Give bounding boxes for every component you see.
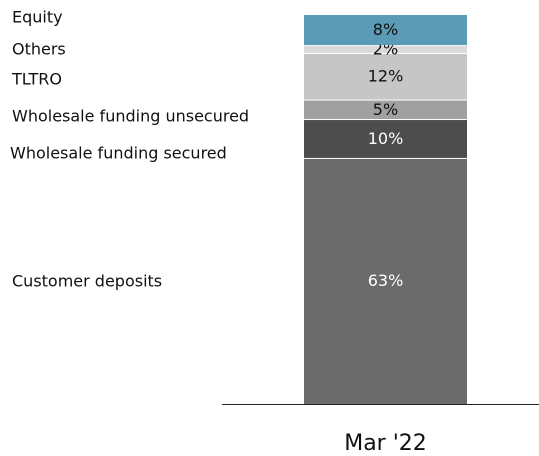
bar-segment (304, 46, 467, 53)
bar-segment (304, 120, 467, 158)
legend-label: Others (12, 40, 66, 59)
data-label: 12% (368, 67, 404, 86)
bar-segment (304, 53, 467, 100)
legend-label: Wholesale funding secured (10, 144, 227, 163)
data-label: 10% (368, 129, 404, 148)
bar-segment (304, 15, 467, 46)
bar-segment (304, 100, 467, 120)
legend-label: TLTRO (11, 70, 62, 89)
data-label: 5% (373, 100, 398, 119)
data-label: 8% (373, 20, 398, 39)
legend-label: Wholesale funding unsecured (12, 107, 249, 126)
x-tick-label: Mar '22 (344, 431, 427, 456)
legend-label: Customer deposits (12, 272, 162, 291)
data-label: 63% (368, 271, 404, 290)
legend-label: Equity (12, 8, 63, 27)
bar-segment (304, 158, 467, 404)
